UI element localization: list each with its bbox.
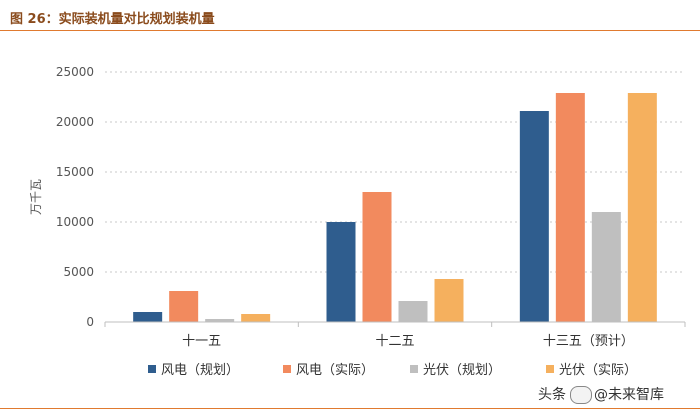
bar-3-1: [205, 319, 235, 322]
x-category-label: 十三五（预计）: [543, 334, 634, 349]
legend-swatch: [410, 365, 418, 373]
bottom-rule: [0, 408, 700, 409]
watermark-prefix: 头条: [538, 387, 566, 403]
watermark: 头条 @未来智库: [538, 384, 664, 404]
x-category-label: 十一五: [182, 334, 221, 349]
legend-label: 光伏（实际）: [559, 363, 637, 378]
bar-2-3: [555, 93, 585, 322]
bar-4-3: [627, 93, 657, 322]
bar-4-2: [434, 279, 464, 322]
bar-4-1: [241, 314, 271, 322]
legend-swatch: [283, 365, 291, 373]
bar-2-1: [169, 291, 199, 322]
grid-lines: [105, 71, 685, 273]
chart-title: 图 26：实际装机量对比规划装机量: [10, 12, 215, 27]
y-tick-label: 0: [86, 315, 94, 329]
bar-2-2: [362, 192, 392, 322]
bars: [133, 93, 657, 322]
legend-label: 风电（规划）: [161, 363, 239, 378]
y-tick-label: 5000: [63, 265, 94, 279]
legend-swatch: [148, 365, 156, 373]
legend-label: 风电（实际）: [296, 363, 374, 378]
y-axis-label: 万千瓦: [29, 179, 43, 215]
wechat-icon: [570, 386, 592, 404]
y-tick-label: 15000: [56, 165, 94, 179]
y-axis-ticks: 0 5000 10000 15000 20000 25000: [56, 65, 94, 329]
x-category-label: 十二五: [375, 334, 414, 349]
bar-1-2: [326, 222, 356, 322]
legend-label: 光伏（规划）: [423, 363, 501, 378]
y-tick-label: 20000: [56, 115, 94, 129]
legend-swatch: [546, 365, 554, 373]
legend: 风电（规划） 风电（实际） 光伏（规划） 光伏（实际）: [148, 363, 637, 378]
bar-3-2: [398, 301, 428, 322]
bar-1-3: [519, 111, 549, 322]
title-bar: 图 26：实际装机量对比规划装机量: [0, 0, 700, 31]
bar-1-1: [133, 312, 163, 322]
bar-3-3: [591, 212, 621, 322]
x-axis: 十一五 十二五 十三五（预计）: [104, 321, 686, 349]
y-tick-label: 25000: [56, 65, 94, 79]
y-tick-label: 10000: [56, 215, 94, 229]
watermark-name: @未来智库: [594, 387, 664, 403]
